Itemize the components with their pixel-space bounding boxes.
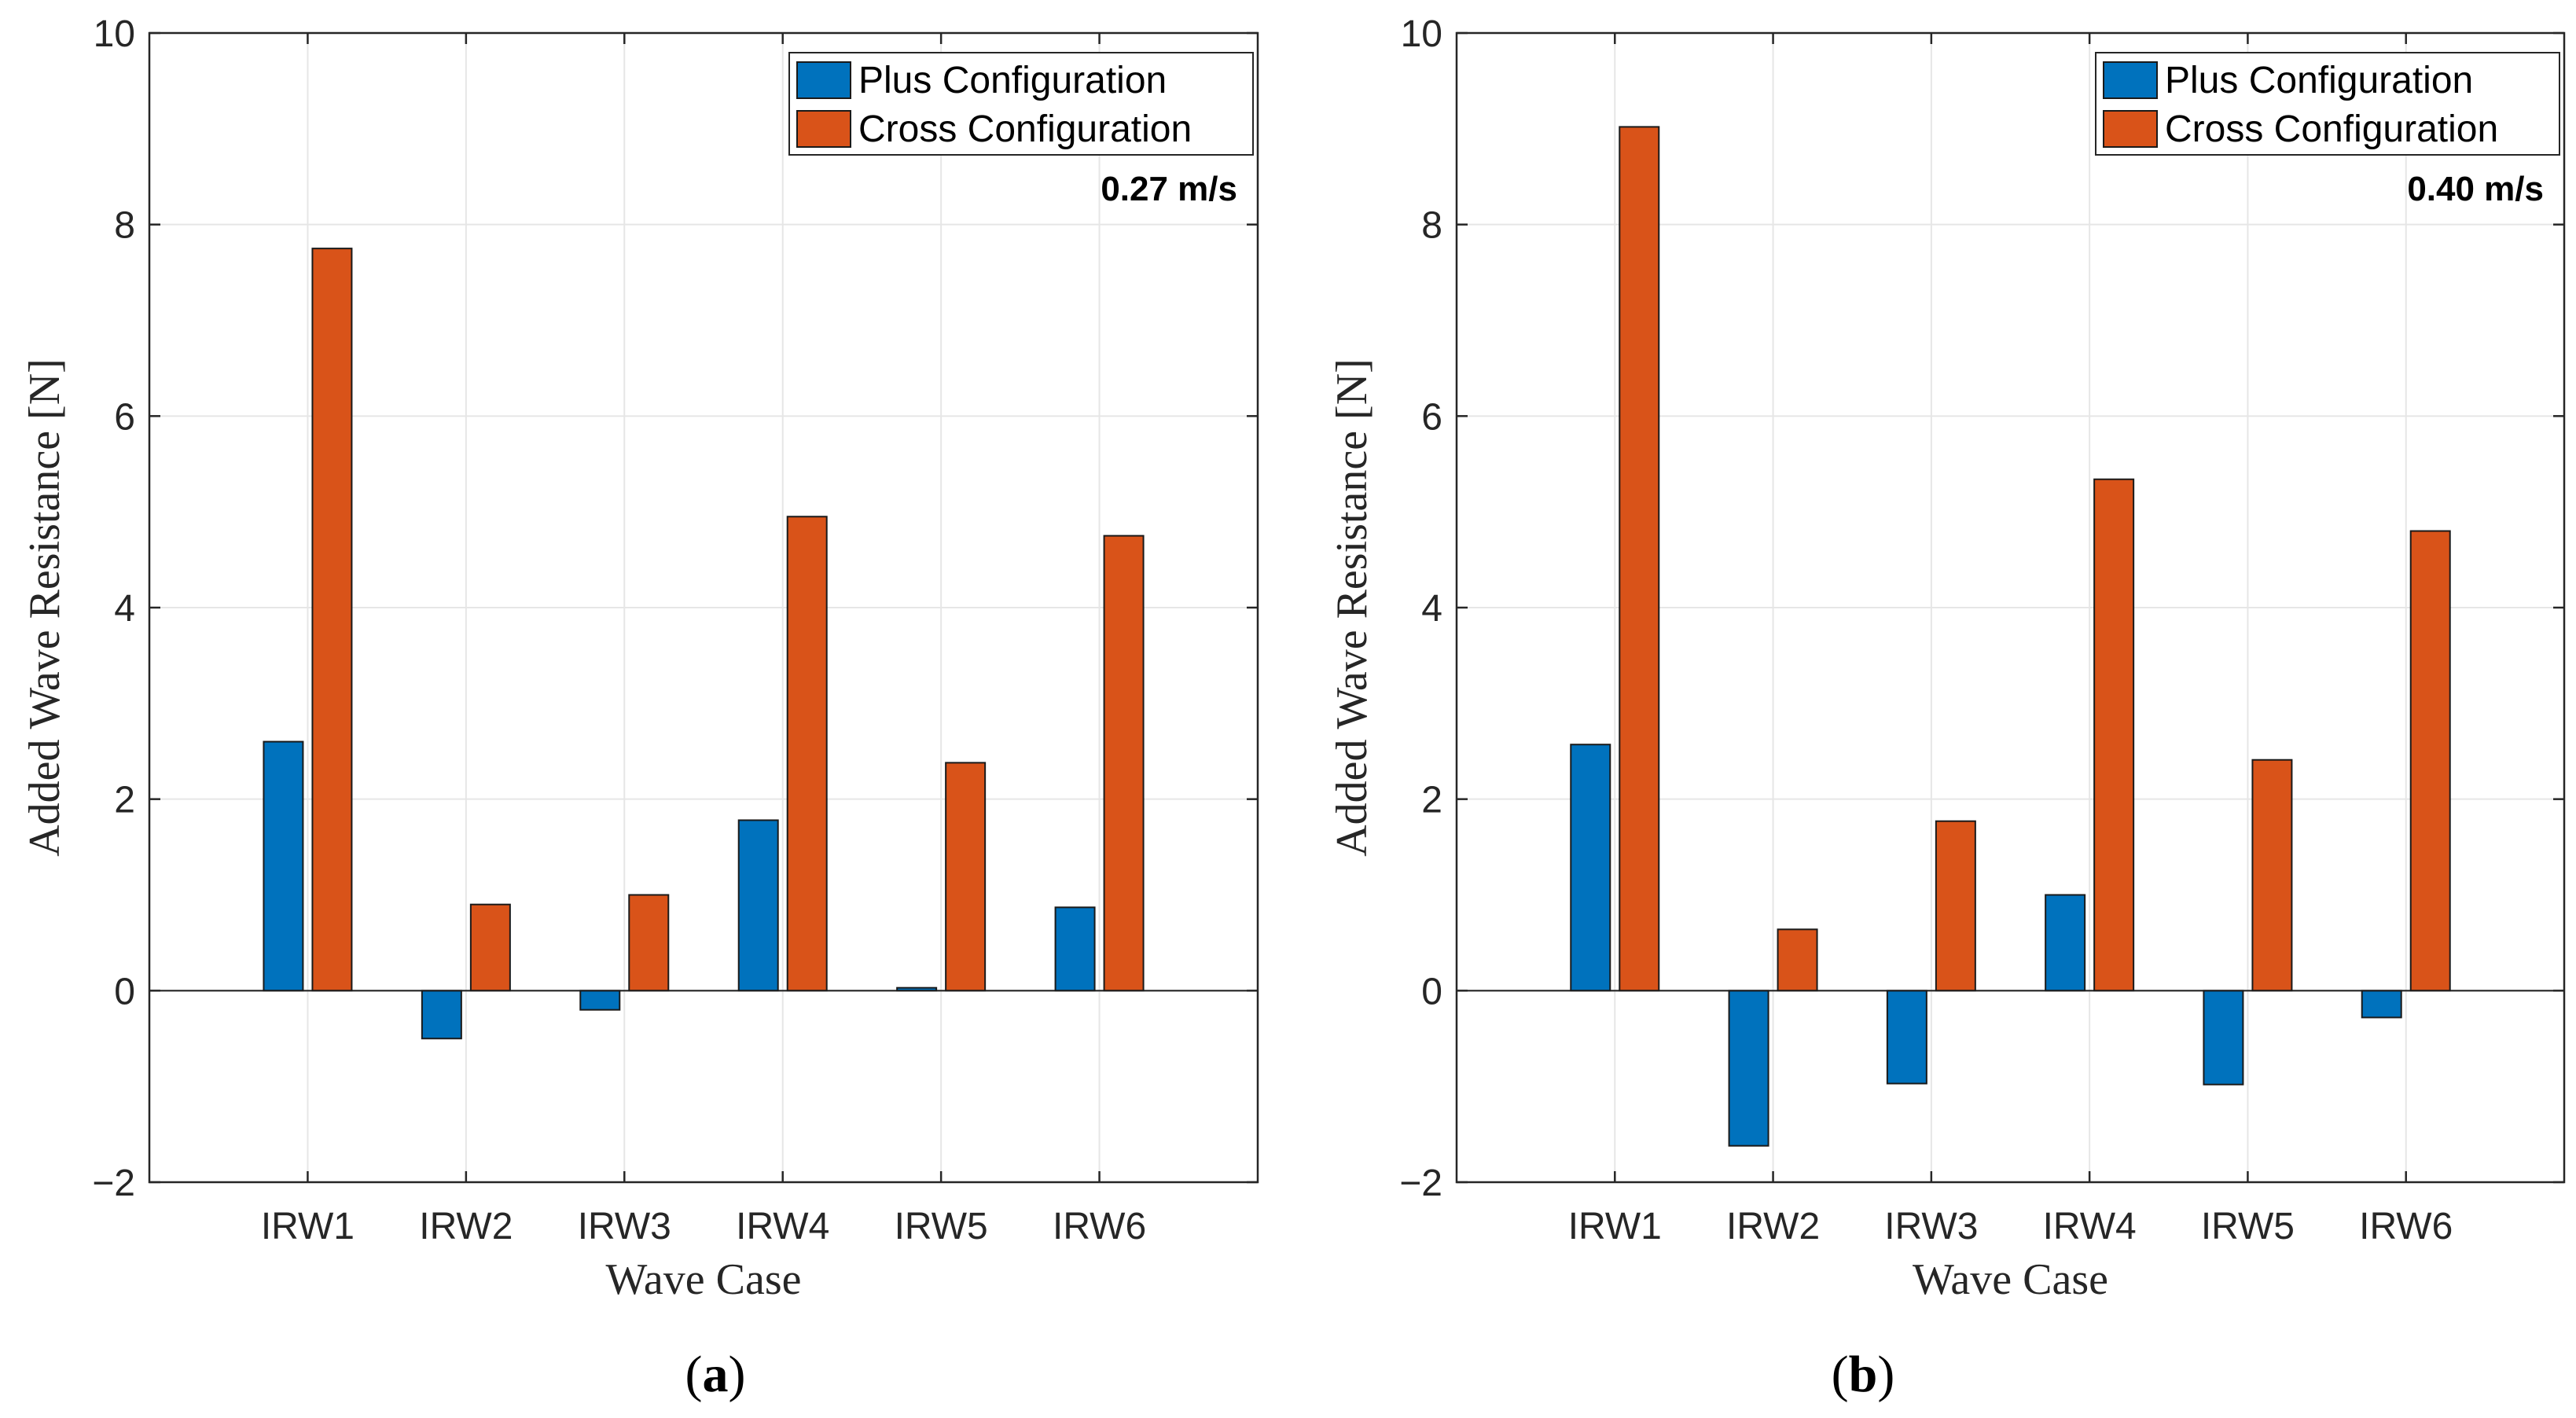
cross-legend-label: Cross Configuration <box>2165 108 2498 150</box>
y-tick-label: −2 <box>1399 1163 1442 1204</box>
x-tick-label: IRW1 <box>261 1206 355 1247</box>
plus-bar-irw1 <box>263 740 304 992</box>
cross-bar-irw2 <box>1777 928 1818 992</box>
plus-bar-irw3 <box>579 990 621 1011</box>
plus-bar-irw2 <box>421 990 462 1040</box>
y-tick-label: 6 <box>1421 396 1442 438</box>
plus-bar-irw1 <box>1570 744 1611 992</box>
plus-bar-irw3 <box>1886 990 1927 1085</box>
plus-bar-irw4 <box>2045 894 2086 992</box>
cross-bar-irw1 <box>311 248 353 992</box>
legend: Plus Configuration Cross Configuration <box>2095 52 2560 156</box>
cross-legend-swatch <box>2103 110 2158 148</box>
x-tick-label: IRW5 <box>2201 1206 2295 1247</box>
cross-bar-irw4 <box>2093 478 2135 992</box>
y-tick-label: 0 <box>114 971 135 1012</box>
cross-bar-irw2 <box>469 903 511 992</box>
x-tick-label: IRW6 <box>1053 1206 1146 1247</box>
plus-legend-label: Plus Configuration <box>2165 60 2473 101</box>
y-tick-label: 0 <box>1421 971 1442 1012</box>
speed-label: 0.27 m/s <box>1101 170 1237 208</box>
x-tick-label: IRW3 <box>1884 1206 1978 1247</box>
y-tick-label: 8 <box>1421 205 1442 247</box>
panel-caption-letter: b <box>1849 1346 1878 1403</box>
legend: Plus Configuration Cross Configuration <box>788 52 1254 156</box>
x-axis-label: Wave Case <box>1913 1255 2108 1304</box>
y-tick-label: −2 <box>92 1163 135 1204</box>
plus-bar-irw5 <box>2203 990 2244 1086</box>
plus-legend-swatch <box>2103 61 2158 99</box>
x-tick-label: IRW2 <box>419 1206 513 1247</box>
x-tick-label: IRW1 <box>1568 1206 1662 1247</box>
panel-caption: (a) <box>685 1346 746 1403</box>
chart-a: −2 0 2 4 6 8 10 IRW1 IRW2 IRW3 IRW4 IRW5 IRW6 Wave Ca… <box>20 13 1259 1403</box>
cross-bar-irw4 <box>786 516 828 992</box>
cross-bar-irw3 <box>628 894 670 992</box>
x-tick-label: IRW4 <box>736 1206 829 1247</box>
plus-bar-irw4 <box>737 819 779 992</box>
cross-bar-irw6 <box>1103 535 1145 992</box>
x-axis-label: Wave Case <box>606 1255 802 1304</box>
plus-bar-irw6 <box>1054 906 1096 992</box>
cross-bar-irw5 <box>945 762 987 992</box>
y-tick-label: 10 <box>1401 13 1442 55</box>
plus-legend-label: Plus Configuration <box>858 60 1167 101</box>
chart-b: −2 0 2 4 6 8 10 IRW1 IRW2 IRW3 IRW4 IRW5 IRW6 Wave Ca… <box>1328 13 2566 1403</box>
y-axis-label: Added Wave Resistance [N] <box>20 358 69 857</box>
cross-legend-swatch <box>796 110 851 148</box>
cross-bar-irw1 <box>1619 126 1660 992</box>
legend-box <box>2095 52 2560 156</box>
cross-bar-irw3 <box>1935 820 1976 992</box>
plus-legend-swatch <box>796 61 851 99</box>
y-tick-label: 2 <box>114 780 135 821</box>
panel-caption: (b) <box>1832 1346 1895 1403</box>
cross-bar-irw6 <box>2409 530 2451 992</box>
panel-caption-letter: a <box>703 1346 729 1403</box>
cross-bar-irw5 <box>2251 759 2293 992</box>
plus-bar-irw6 <box>2361 990 2402 1019</box>
x-tick-label: IRW3 <box>578 1206 671 1247</box>
x-tick-label: IRW5 <box>895 1206 988 1247</box>
y-tick-label: 2 <box>1421 780 1442 821</box>
legend-box <box>788 52 1254 156</box>
plus-bar-irw2 <box>1728 990 1769 1147</box>
y-tick-label: 6 <box>114 396 135 438</box>
cross-legend-label: Cross Configuration <box>858 108 1192 150</box>
x-tick-label: IRW4 <box>2043 1206 2137 1247</box>
x-tick-label: IRW2 <box>1726 1206 1820 1247</box>
y-tick-label: 8 <box>114 205 135 247</box>
x-tick-label: IRW6 <box>2359 1206 2453 1247</box>
y-tick-label: 4 <box>114 588 135 630</box>
y-tick-label: 4 <box>1421 588 1442 630</box>
y-tick-label: 10 <box>94 13 135 55</box>
speed-label: 0.40 m/s <box>2407 170 2544 208</box>
y-axis-label: Added Wave Resistance [N] <box>1328 358 1376 857</box>
